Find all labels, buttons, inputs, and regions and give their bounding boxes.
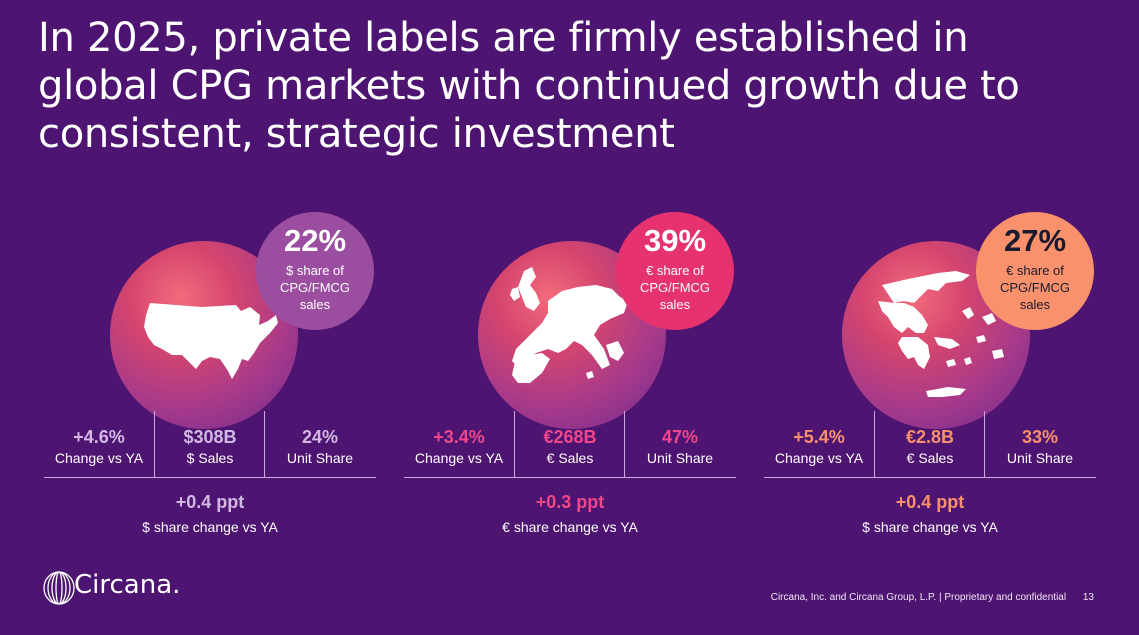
share-change-label: € share change vs YA [502, 519, 638, 535]
share-percent: 22% [283, 223, 347, 258]
stat-value: 33% [1021, 427, 1059, 447]
logo-text: Circana. [74, 570, 181, 600]
stats-row: +3.4% Change vs YA €268B € Sales 47% Uni… [404, 411, 736, 478]
stat-value: +3.4% [433, 427, 485, 447]
share-change-label: $ share change vs YA [862, 519, 998, 535]
stat-unit-share: 33% Unit Share [984, 411, 1095, 477]
stat-label: € Sales [546, 450, 594, 466]
share-description: € share of CPG/FMCG sales [639, 263, 711, 312]
share-percent: 27% [1003, 223, 1067, 258]
share-change-value: +0.4 ppt [895, 492, 965, 512]
stat-sales: $308B $ Sales [154, 411, 265, 477]
stat-value: +5.4% [793, 427, 845, 447]
stats-row: +4.6% Change vs YA $308B $ Sales 24% Uni… [44, 411, 376, 478]
greece-map-icon [878, 271, 1004, 397]
stat-value: $308B [183, 427, 237, 447]
stat-label: Change vs YA [414, 450, 504, 466]
stat-label: $ Sales [186, 450, 234, 466]
stat-label: Change vs YA [774, 450, 864, 466]
circana-logo-icon [43, 571, 75, 605]
stat-value: €268B [543, 427, 597, 447]
stat-label: Change vs YA [54, 450, 144, 466]
greece-globe [842, 241, 1030, 429]
share-bubble: 27% € share of CPG/FMCG sales [976, 212, 1094, 330]
stat-unit-share: 24% Unit Share [264, 411, 375, 477]
stat-value: 47% [661, 427, 699, 447]
stat-value: 24% [301, 427, 339, 447]
share-percent: 39% [643, 223, 707, 258]
stat-sales: €268B € Sales [514, 411, 625, 477]
share-change-label: $ share change vs YA [142, 519, 278, 535]
stat-label: Unit Share [646, 450, 714, 466]
stat-label: Unit Share [286, 450, 354, 466]
stat-value: €2.8B [905, 427, 955, 447]
share-bubble: 39% € share of CPG/FMCG sales [616, 212, 734, 330]
share-description: € share of CPG/FMCG sales [999, 263, 1071, 312]
region-europe: 39% € share of CPG/FMCG sales +3.4% Chan… [404, 205, 744, 545]
region-us: 22% $ share of CPG/FMCG sales +4.6% Chan… [44, 205, 384, 545]
share-change-value: +0.4 ppt [175, 492, 245, 512]
stat-change: +4.6% Change vs YA [44, 411, 154, 477]
page-number: 13 [1082, 592, 1094, 603]
stat-value: +4.6% [73, 427, 125, 447]
stats-row: +5.4% Change vs YA €2.8B € Sales 33% Uni… [764, 411, 1096, 478]
stat-change: +3.4% Change vs YA [404, 411, 514, 477]
share-bubble: 22% $ share of CPG/FMCG sales [256, 212, 374, 330]
stat-label: € Sales [906, 450, 954, 466]
stat-change: +5.4% Change vs YA [764, 411, 874, 477]
us-map-icon [144, 303, 278, 379]
share-change-value: +0.3 ppt [535, 492, 605, 512]
share-change: +0.4 ppt $ share change vs YA [44, 491, 376, 536]
stat-sales: €2.8B € Sales [874, 411, 985, 477]
stat-unit-share: 47% Unit Share [624, 411, 735, 477]
europe-map-icon [510, 267, 628, 383]
page-title: In 2025, private labels are firmly estab… [38, 15, 1020, 157]
region-greece: 27% € share of CPG/FMCG sales +5.4% Chan… [764, 205, 1104, 545]
share-change: +0.3 ppt € share change vs YA [404, 491, 736, 536]
footer-text: Circana, Inc. and Circana Group, L.P. | … [770, 592, 1067, 603]
share-change: +0.4 ppt $ share change vs YA [764, 491, 1096, 536]
share-description: $ share of CPG/FMCG sales [279, 263, 351, 312]
footer: Circana, Inc. and Circana Group, L.P. | … [771, 592, 1094, 603]
stat-label: Unit Share [1006, 450, 1074, 466]
